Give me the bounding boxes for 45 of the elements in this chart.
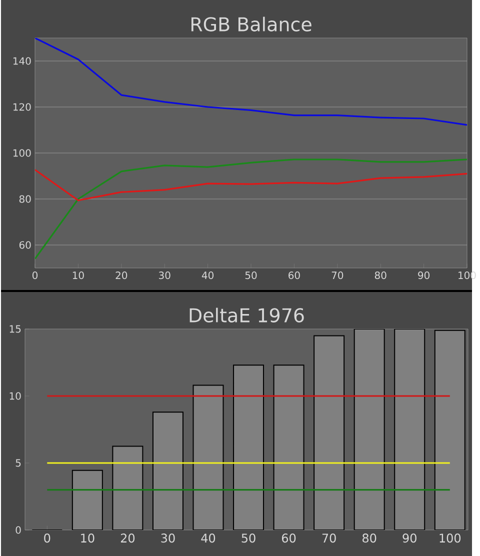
bar xyxy=(112,446,143,530)
x-tick-label: 40 xyxy=(201,534,216,543)
line-series xyxy=(35,168,468,202)
x-tick-label: 0 xyxy=(44,534,50,543)
y-tick-label: 120 xyxy=(14,103,31,111)
y-tick-label: 80 xyxy=(19,195,31,203)
chart-title: RGB Balance xyxy=(192,16,312,32)
x-tick-label: 10 xyxy=(81,534,94,543)
x-tick-label: 90 xyxy=(402,534,417,543)
y-tick-label: 10 xyxy=(10,392,21,400)
bar xyxy=(153,412,184,530)
y-tick-label: 5 xyxy=(16,459,21,467)
x-tick-label: 40 xyxy=(202,272,214,280)
x-tick-label: 80 xyxy=(374,272,386,280)
y-tick-label: 140 xyxy=(14,57,31,65)
chart-title: DeltaE 1976 xyxy=(190,308,304,322)
bar xyxy=(234,365,264,530)
bar xyxy=(434,330,466,530)
x-tick-label: 0 xyxy=(32,272,38,280)
x-tick-label: 70 xyxy=(322,534,336,543)
y-tick-label: 100 xyxy=(14,149,31,157)
x-tick-label: 60 xyxy=(282,534,296,543)
line-series xyxy=(35,38,468,126)
y-tick-label: 60 xyxy=(20,241,31,249)
x-tick-label: 70 xyxy=(332,272,344,280)
x-tick-label: 80 xyxy=(362,534,376,543)
bar xyxy=(314,336,344,530)
x-tick-label: 20 xyxy=(121,534,135,543)
x-tick-label: 90 xyxy=(418,272,430,280)
x-tick-label: 20 xyxy=(116,272,128,280)
x-tick-label: 60 xyxy=(288,272,300,280)
x-tick-label: 50 xyxy=(245,272,257,280)
bar xyxy=(193,385,224,530)
x-tick-label: 30 xyxy=(159,272,170,280)
x-tick-label: 10 xyxy=(73,272,84,280)
line-series xyxy=(35,158,468,260)
x-tick-label: 50 xyxy=(242,534,256,543)
bar xyxy=(354,328,384,530)
y-tick-label: 0 xyxy=(16,526,21,534)
bar xyxy=(274,365,304,530)
y-tick-label: 15 xyxy=(10,325,21,333)
bar xyxy=(72,470,102,530)
x-tick-label: 30 xyxy=(161,534,175,543)
bar xyxy=(394,328,425,530)
x-tick-label: 100 xyxy=(440,534,461,543)
